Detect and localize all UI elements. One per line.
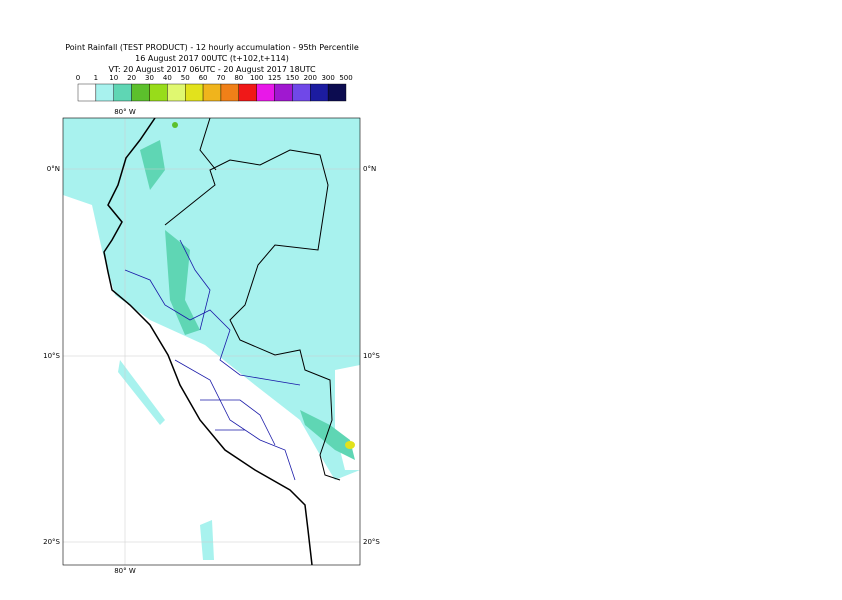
legend-swatch xyxy=(95,83,114,102)
legend-swatch xyxy=(292,83,311,102)
legend-swatch xyxy=(256,83,275,102)
legend-swatch xyxy=(184,83,204,102)
legend-swatch xyxy=(310,83,329,102)
latitude-label: 20°S xyxy=(43,538,60,546)
rain-area xyxy=(118,360,214,560)
legend-label: 10 xyxy=(109,74,118,82)
legend-swatch xyxy=(77,83,97,102)
latitude-label: 10°S xyxy=(43,352,60,360)
legend: 0 1 10 20 30 40 50 60 70 80 100 125 150 200 300 500 xyxy=(76,74,353,102)
legend-swatch xyxy=(131,83,150,102)
legend-label: 80 xyxy=(234,74,243,82)
map: 80° W 80° W 0°N 10°S 20°S 0°N 10°S 20°S xyxy=(43,108,380,575)
legend-label: 150 xyxy=(286,74,299,82)
longitude-label: 80° W xyxy=(114,567,136,575)
country-border xyxy=(164,118,341,481)
legend-swatch xyxy=(202,83,222,102)
title-line: 16 August 2017 00UTC (t+102,t+114) xyxy=(135,54,289,63)
rain-spot xyxy=(345,441,355,449)
legend-label: 70 xyxy=(216,74,225,82)
legend-swatch xyxy=(113,83,132,102)
legend-label: 20 xyxy=(127,74,136,82)
rain-area xyxy=(140,140,355,460)
legend-label: 30 xyxy=(145,74,154,82)
map-frame xyxy=(62,117,361,566)
title-line: VT: 20 August 2017 06UTC - 20 August 201… xyxy=(108,65,316,74)
legend-label: 125 xyxy=(268,74,281,82)
region-border xyxy=(124,239,301,481)
legend-label: 60 xyxy=(199,74,208,82)
dry-area xyxy=(63,195,360,565)
latitude-label: 20°S xyxy=(363,538,380,546)
coastline xyxy=(103,118,313,565)
latitude-label: 0°N xyxy=(363,165,376,173)
legend-swatch xyxy=(327,83,347,102)
legend-swatch xyxy=(220,83,240,102)
legend-label: 50 xyxy=(181,74,190,82)
legend-swatch xyxy=(238,83,257,102)
legend-label: 100 xyxy=(250,74,263,82)
legend-swatch xyxy=(274,83,293,102)
legend-swatch xyxy=(149,83,168,102)
latitude-label: 0°N xyxy=(47,165,60,173)
latitude-label: 10°S xyxy=(363,352,380,360)
rain-spot xyxy=(172,122,178,128)
longitude-label: 80° W xyxy=(114,108,136,116)
legend-swatch xyxy=(167,83,186,102)
legend-label: 200 xyxy=(304,74,317,82)
legend-label: 0 xyxy=(76,74,80,82)
legend-label: 500 xyxy=(339,74,352,82)
legend-label: 300 xyxy=(321,74,334,82)
legend-label: 40 xyxy=(163,74,172,82)
title-line: Point Rainfall (TEST PRODUCT) - 12 hourl… xyxy=(65,43,359,52)
legend-label: 1 xyxy=(94,74,98,82)
